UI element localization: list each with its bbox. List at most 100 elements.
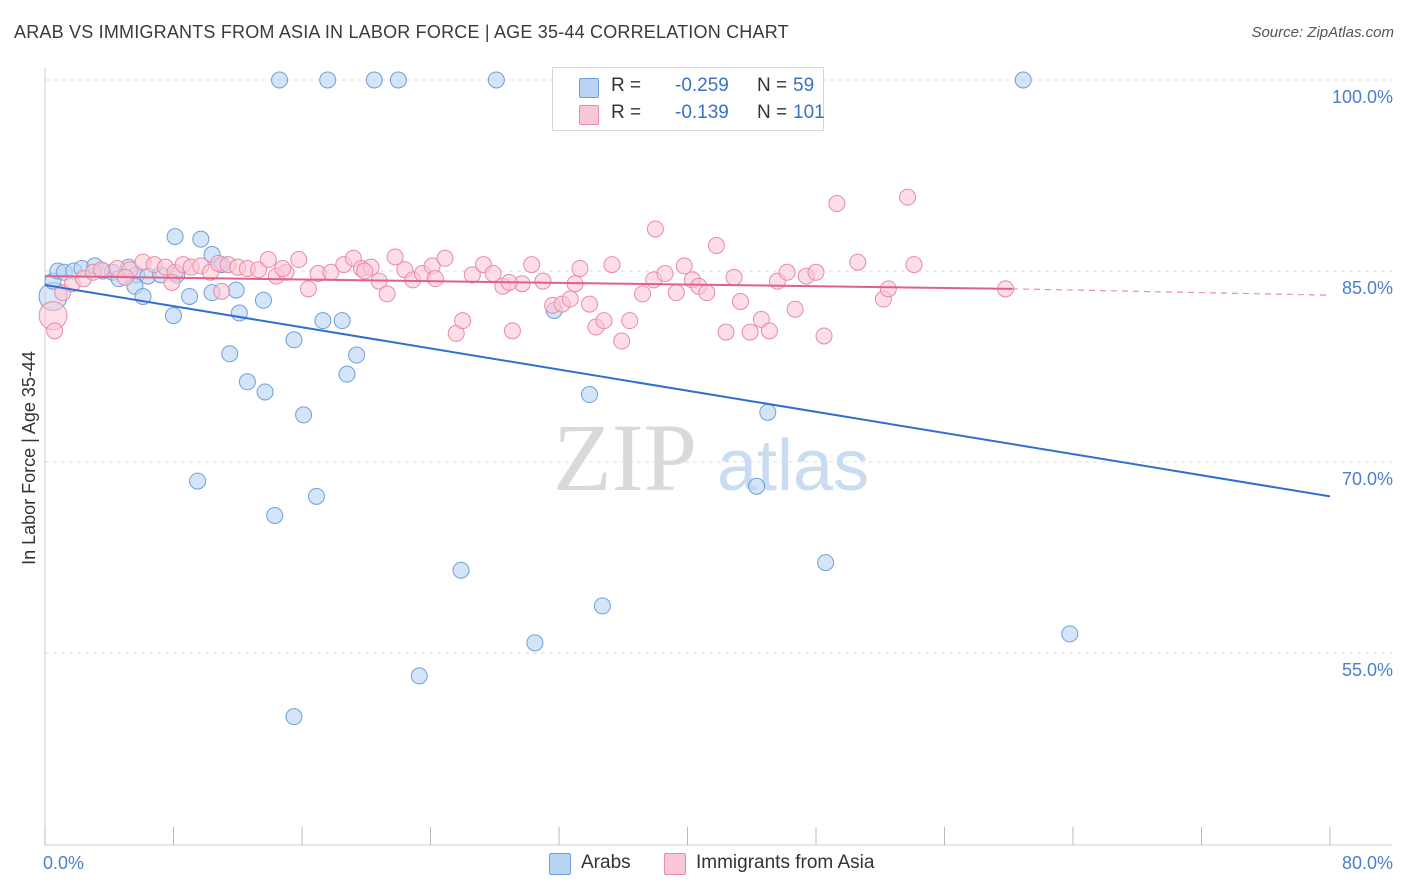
data-point	[526, 634, 544, 652]
x-tick-label: 0.0%	[43, 853, 84, 873]
data-point	[634, 285, 652, 303]
data-point	[290, 251, 308, 269]
data-point	[561, 290, 579, 308]
data-point	[621, 312, 639, 330]
series-legend-swatch-immigrants-asia	[664, 853, 686, 875]
data-point	[454, 312, 472, 330]
data-point	[348, 346, 366, 364]
trendline-immigrants-asia	[44, 275, 1012, 290]
data-point	[386, 248, 404, 266]
legend-r-value: -0.139	[675, 102, 729, 123]
watermark-atlas: atlas	[717, 426, 869, 506]
data-point	[319, 71, 337, 89]
data-point	[581, 386, 599, 404]
data-point	[656, 265, 674, 283]
y-tick-label: 100.0%	[1332, 87, 1393, 107]
data-point	[778, 263, 796, 281]
data-point	[299, 280, 317, 298]
data-point	[786, 300, 804, 318]
data-point	[314, 312, 332, 330]
data-point	[667, 284, 685, 302]
chart-title: ARAB VS IMMIGRANTS FROM ASIA IN LABOR FO…	[14, 22, 789, 42]
data-point	[741, 323, 759, 341]
data-point	[389, 71, 407, 89]
data-point	[285, 708, 303, 726]
data-point	[274, 259, 292, 277]
data-point	[1014, 71, 1032, 89]
y-tick-label: 85.0%	[1342, 278, 1393, 298]
data-point	[817, 554, 835, 572]
data-point	[675, 257, 693, 275]
data-point	[256, 383, 274, 401]
data-point	[732, 293, 750, 311]
data-point	[426, 270, 444, 288]
data-point	[92, 261, 110, 279]
legend-swatch-arabs	[579, 78, 599, 98]
data-point	[603, 256, 621, 274]
data-point	[238, 373, 256, 391]
data-point	[410, 667, 428, 685]
data-point	[503, 322, 521, 340]
data-point	[46, 322, 64, 340]
data-point	[698, 284, 716, 302]
data-point	[879, 280, 897, 298]
data-point	[646, 220, 664, 238]
legend-n-label: N =	[757, 75, 788, 96]
data-point	[748, 477, 766, 495]
data-point	[613, 332, 631, 350]
data-point	[356, 262, 374, 280]
legend-swatch-immigrants-asia	[579, 105, 599, 125]
data-point	[759, 403, 777, 421]
data-point	[285, 331, 303, 349]
data-point	[899, 188, 917, 206]
data-point	[365, 71, 383, 89]
data-point	[807, 263, 825, 281]
series-immigrants-asia	[38, 188, 1015, 350]
data-point	[378, 285, 396, 303]
legend-n-label: N =	[757, 102, 788, 123]
data-point	[436, 249, 454, 267]
data-point	[266, 506, 284, 524]
data-point	[333, 312, 351, 330]
data-point	[534, 272, 552, 290]
data-point	[213, 282, 231, 300]
data-point	[192, 230, 210, 248]
data-point	[717, 323, 735, 341]
y-tick-label: 55.0%	[1342, 660, 1393, 680]
legend-n-value: 101	[793, 102, 825, 123]
data-point	[849, 253, 867, 271]
data-point	[338, 365, 356, 383]
trendline-immigrants-asia-extension	[1011, 288, 1331, 296]
data-point	[815, 327, 833, 345]
trendline-arabs	[44, 284, 1331, 498]
series-legend-swatch-arabs	[549, 853, 571, 875]
data-point	[905, 256, 923, 274]
y-tick-label: 70.0%	[1342, 469, 1393, 489]
series-legend-label-immigrants-asia: Immigrants from Asia	[696, 852, 875, 873]
data-point	[307, 487, 325, 505]
legend-n-value: 59	[793, 75, 815, 96]
data-point	[463, 266, 481, 284]
data-point	[227, 281, 245, 299]
data-point	[595, 312, 613, 330]
series-legend: Arabs Immigrants from Asia	[0, 852, 1406, 878]
data-point	[593, 597, 611, 615]
source-label: Source: ZipAtlas.com	[1251, 24, 1394, 41]
data-point	[259, 251, 277, 269]
data-point	[452, 561, 470, 579]
x-tick-labels: 0.0% 80.0%	[43, 853, 1393, 873]
data-point	[1061, 625, 1079, 643]
legend-r-label: R =	[611, 75, 642, 96]
data-point	[760, 322, 778, 340]
legend-r-value: -0.259	[675, 75, 729, 96]
data-point	[181, 287, 199, 305]
legend-r-label: R =	[611, 102, 642, 123]
data-point	[165, 307, 182, 325]
watermark-zip: ZIP	[553, 404, 697, 511]
axes	[44, 68, 1392, 846]
data-point	[254, 291, 272, 309]
y-tick-labels: 100.0% 85.0% 70.0% 55.0%	[1332, 87, 1393, 680]
data-point	[271, 71, 289, 89]
series-layer	[38, 71, 1331, 726]
